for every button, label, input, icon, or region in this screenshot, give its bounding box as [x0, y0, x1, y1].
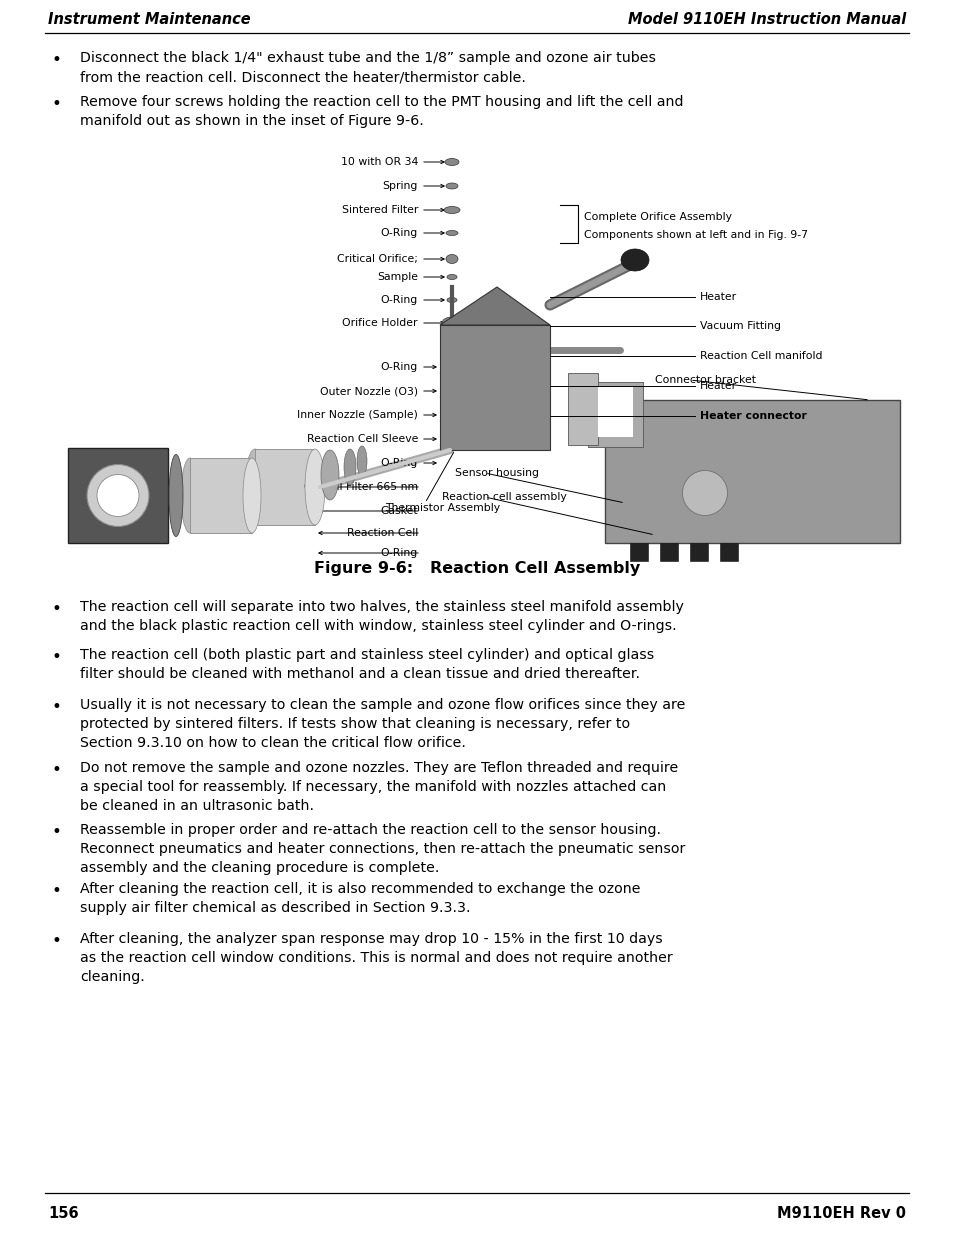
Text: Gasket: Gasket [380, 506, 417, 516]
Bar [720, 543, 738, 561]
Text: Inner Nozzle (Sample): Inner Nozzle (Sample) [296, 410, 417, 420]
Text: Reconnect pneumatics and heater connections, then re-attach the pneumatic sensor: Reconnect pneumatics and heater connecti… [80, 842, 684, 856]
Bar [254, 450, 314, 525]
Bar [45, 127, 908, 545]
Text: Vacuum Fitting: Vacuum Fitting [700, 321, 781, 331]
Text: O-Ring: O-Ring [380, 548, 417, 558]
Ellipse shape [243, 458, 261, 534]
Bar [629, 543, 647, 561]
Bar [68, 448, 168, 543]
Text: After cleaning, the analyzer span response may drop 10 - 15% in the first 10 day: After cleaning, the analyzer span respon… [80, 932, 662, 946]
Ellipse shape [344, 450, 355, 485]
Text: assembly and the cleaning procedure is complete.: assembly and the cleaning procedure is c… [80, 861, 439, 876]
Text: Heater: Heater [700, 291, 737, 303]
Bar [439, 325, 550, 450]
Ellipse shape [181, 458, 199, 534]
Text: Sample: Sample [376, 272, 417, 282]
Bar [190, 458, 252, 534]
Ellipse shape [443, 206, 459, 214]
Text: Remove four screws holding the reaction cell to the PMT housing and lift the cel: Remove four screws holding the reaction … [80, 95, 682, 109]
Text: •: • [52, 882, 62, 900]
Ellipse shape [245, 450, 265, 525]
Ellipse shape [169, 454, 183, 536]
Text: Outer Nozzle (O3): Outer Nozzle (O3) [319, 387, 417, 396]
Text: •: • [52, 932, 62, 950]
Text: O-Ring: O-Ring [380, 228, 417, 238]
Text: protected by sintered filters. If tests show that cleaning is necessary, refer t: protected by sintered filters. If tests … [80, 718, 630, 731]
Ellipse shape [446, 231, 457, 236]
Text: Complete Orifice Assembly: Complete Orifice Assembly [583, 212, 731, 222]
Ellipse shape [305, 450, 325, 525]
Ellipse shape [320, 450, 338, 500]
Text: Figure 9-6:   Reaction Cell Assembly: Figure 9-6: Reaction Cell Assembly [314, 561, 639, 576]
Text: be cleaned in an ultrasonic bath.: be cleaned in an ultrasonic bath. [80, 799, 314, 814]
Text: Connector bracket: Connector bracket [655, 375, 755, 385]
Text: The reaction cell will separate into two halves, the stainless steel manifold as: The reaction cell will separate into two… [80, 600, 683, 614]
Text: The reaction cell (both plastic part and stainless steel cylinder) and optical g: The reaction cell (both plastic part and… [80, 648, 654, 662]
Text: Section 9.3.10 on how to clean the critical flow orifice.: Section 9.3.10 on how to clean the criti… [80, 736, 465, 751]
Text: Sensor housing: Sensor housing [455, 468, 538, 478]
Polygon shape [439, 287, 550, 325]
Ellipse shape [97, 474, 139, 516]
Text: M9110EH Rev 0: M9110EH Rev 0 [776, 1207, 905, 1221]
Text: •: • [52, 95, 62, 112]
Text: Usually it is not necessary to clean the sample and ozone flow orifices since th: Usually it is not necessary to clean the… [80, 698, 684, 713]
Text: from the reaction cell. Disconnect the heater/thermistor cable.: from the reaction cell. Disconnect the h… [80, 70, 525, 84]
Bar [689, 543, 707, 561]
Text: Heater connector: Heater connector [700, 411, 806, 421]
Text: as the reaction cell window conditions. This is normal and does not require anot: as the reaction cell window conditions. … [80, 951, 672, 966]
Text: 10 with OR 34: 10 with OR 34 [340, 157, 417, 167]
Text: O-Ring: O-Ring [380, 295, 417, 305]
Text: Sintered Filter: Sintered Filter [341, 205, 417, 215]
Text: •: • [52, 51, 62, 69]
Text: Critical Orifice;: Critical Orifice; [336, 254, 417, 264]
Text: Thermistor Assembly: Thermistor Assembly [385, 503, 499, 513]
Ellipse shape [447, 298, 456, 303]
Text: •: • [52, 648, 62, 666]
Text: Spring: Spring [382, 182, 417, 191]
Bar [567, 373, 598, 445]
Text: Heater: Heater [700, 382, 737, 391]
Text: Reaction cell assembly: Reaction cell assembly [441, 492, 566, 501]
Text: Reaction Cell Sleeve: Reaction Cell Sleeve [306, 433, 417, 445]
Text: Instrument Maintenance: Instrument Maintenance [48, 12, 251, 27]
Text: a special tool for reassembly. If necessary, the manifold with nozzles attached : a special tool for reassembly. If necess… [80, 781, 665, 794]
Text: Disconnect the black 1/4" exhaust tube and the 1/8” sample and ozone air tubes: Disconnect the black 1/4" exhaust tube a… [80, 51, 656, 65]
Text: Do not remove the sample and ozone nozzles. They are Teflon threaded and require: Do not remove the sample and ozone nozzl… [80, 761, 678, 776]
Text: O-Ring: O-Ring [380, 458, 417, 468]
Bar [587, 382, 642, 447]
Ellipse shape [441, 317, 461, 329]
Text: manifold out as shown in the inset of Figure 9-6.: manifold out as shown in the inset of Fi… [80, 114, 423, 128]
Text: Orifice Holder: Orifice Holder [342, 317, 417, 329]
Ellipse shape [447, 274, 456, 279]
Text: Optical Filter 665 nm: Optical Filter 665 nm [304, 482, 417, 492]
Bar [598, 387, 633, 437]
Text: supply air filter chemical as described in Section 9.3.3.: supply air filter chemical as described … [80, 902, 470, 915]
Text: •: • [52, 761, 62, 779]
Text: Reassemble in proper order and re-attach the reaction cell to the sensor housing: Reassemble in proper order and re-attach… [80, 823, 660, 837]
Text: cleaning.: cleaning. [80, 971, 145, 984]
Text: Components shown at left and in Fig. 9-7: Components shown at left and in Fig. 9-7 [583, 231, 807, 241]
Text: Reaction Cell: Reaction Cell [346, 529, 417, 538]
Text: filter should be cleaned with methanol and a clean tissue and dried thereafter.: filter should be cleaned with methanol a… [80, 667, 639, 682]
Bar [604, 400, 899, 543]
Ellipse shape [446, 254, 457, 263]
Text: and the black plastic reaction cell with window, stainless steel cylinder and O-: and the black plastic reaction cell with… [80, 619, 676, 634]
Ellipse shape [446, 183, 457, 189]
Text: •: • [52, 698, 62, 716]
Bar [659, 543, 678, 561]
Text: Reaction Cell manifold: Reaction Cell manifold [700, 351, 821, 361]
Text: 156: 156 [48, 1207, 78, 1221]
Text: After cleaning the reaction cell, it is also recommended to exchange the ozone: After cleaning the reaction cell, it is … [80, 882, 639, 897]
Ellipse shape [87, 464, 149, 526]
Ellipse shape [356, 446, 367, 475]
Text: •: • [52, 600, 62, 618]
Text: Model 9110EH Instruction Manual: Model 9110EH Instruction Manual [627, 12, 905, 27]
Ellipse shape [681, 471, 727, 515]
Ellipse shape [620, 249, 648, 270]
Text: O-Ring: O-Ring [380, 362, 417, 372]
Text: •: • [52, 823, 62, 841]
Ellipse shape [444, 158, 458, 165]
